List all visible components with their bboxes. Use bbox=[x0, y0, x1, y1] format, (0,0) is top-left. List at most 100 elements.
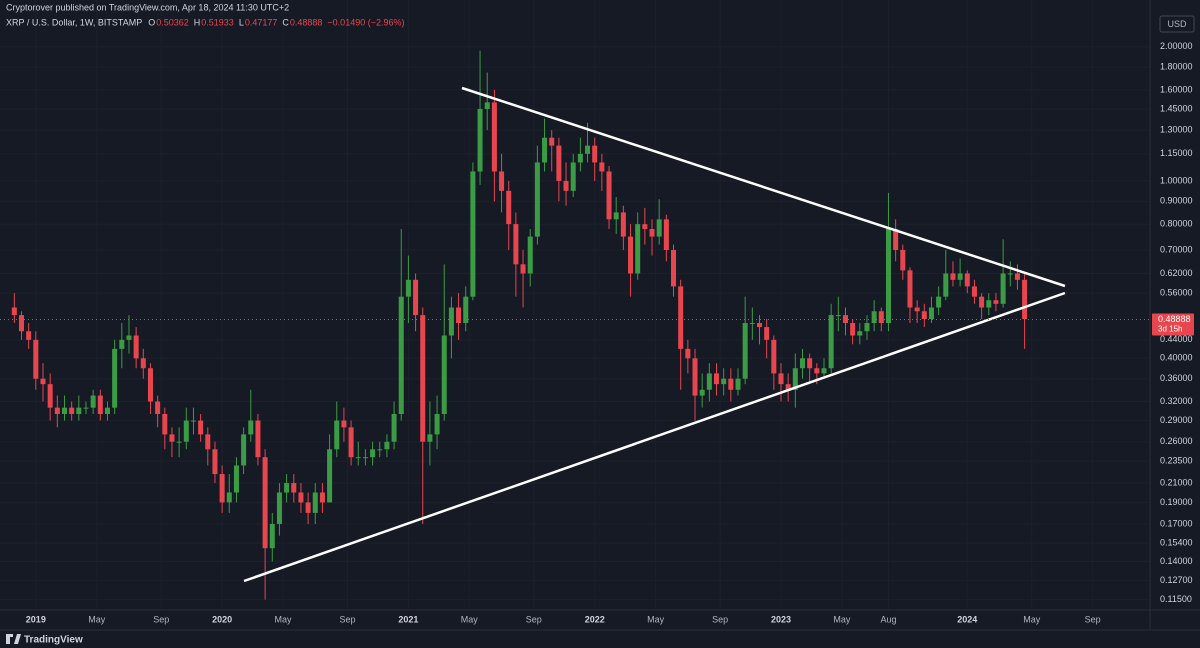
publisher-line: Cryptorover published on TradingView.com… bbox=[6, 2, 289, 12]
candle-body bbox=[327, 449, 333, 503]
candle-body bbox=[520, 264, 526, 274]
candle-body bbox=[556, 145, 562, 181]
candle-body bbox=[885, 229, 891, 324]
candle-body bbox=[484, 102, 490, 109]
candle-body bbox=[47, 384, 53, 408]
candle-body bbox=[1007, 273, 1013, 275]
y-tick-label: 0.17000 bbox=[1160, 518, 1193, 528]
x-tick-label: May bbox=[461, 614, 479, 624]
candle-body bbox=[169, 434, 175, 442]
candle-body bbox=[83, 407, 89, 409]
y-tick-label: 0.70000 bbox=[1160, 244, 1193, 254]
ohlc-item: 0.47177 bbox=[245, 17, 278, 27]
candle-body bbox=[649, 229, 655, 237]
candle-body bbox=[842, 315, 848, 324]
candle-body bbox=[269, 523, 275, 549]
grid bbox=[0, 0, 1150, 610]
candle-body bbox=[628, 236, 634, 274]
candle-body bbox=[721, 378, 727, 385]
candle-body bbox=[312, 492, 318, 513]
y-tick-label: 0.62000 bbox=[1160, 268, 1193, 278]
candle-body bbox=[585, 145, 591, 154]
footer-brand: TradingView bbox=[24, 635, 83, 646]
ohlc-item: C bbox=[282, 17, 289, 27]
candle-body bbox=[112, 348, 118, 408]
candle-body bbox=[764, 327, 770, 340]
y-tick-label: 0.29000 bbox=[1160, 415, 1193, 425]
x-tick-label: May bbox=[88, 614, 106, 624]
candle-body bbox=[190, 420, 196, 422]
candle-body bbox=[40, 378, 46, 385]
candle-body bbox=[284, 483, 290, 493]
candle-body bbox=[792, 368, 798, 390]
y-tick-label: 0.14000 bbox=[1160, 556, 1193, 566]
candle-body bbox=[527, 236, 533, 274]
candle-body bbox=[620, 212, 626, 237]
x-tick-label: Aug bbox=[880, 614, 896, 624]
ohlc-item: −0.01490 (−2.96%) bbox=[327, 17, 404, 27]
candle-body bbox=[384, 441, 390, 450]
candle-body bbox=[54, 407, 60, 415]
candle-body bbox=[162, 414, 168, 435]
candle-body bbox=[642, 224, 648, 230]
candle-body bbox=[176, 441, 182, 443]
candle-body bbox=[104, 407, 110, 415]
x-tick-label: Sep bbox=[712, 614, 728, 624]
y-tick-label: 1.15000 bbox=[1160, 148, 1193, 158]
candle-body bbox=[33, 339, 39, 379]
candle-body bbox=[914, 307, 920, 312]
x-tick-label: 2021 bbox=[398, 614, 418, 624]
candle-body bbox=[656, 219, 662, 237]
x-tick-label: 2024 bbox=[957, 614, 977, 624]
candle-body bbox=[398, 296, 404, 415]
candle-body bbox=[735, 378, 741, 390]
candle-body bbox=[900, 249, 906, 271]
ohlc-item: L bbox=[239, 17, 244, 27]
candle-body bbox=[348, 427, 354, 458]
candle-body bbox=[355, 457, 361, 459]
ohlc-item: 0.51933 bbox=[201, 17, 234, 27]
y-tick-label: 0.56000 bbox=[1160, 288, 1193, 298]
x-tick-label: 2023 bbox=[771, 614, 791, 624]
candle-body bbox=[11, 307, 17, 316]
candle-body bbox=[756, 323, 763, 328]
candle-body bbox=[993, 300, 999, 304]
candle-body bbox=[714, 373, 720, 385]
x-tick-label: Sep bbox=[526, 614, 542, 624]
countdown: 3d 15h bbox=[1158, 325, 1182, 334]
candle-body bbox=[850, 323, 856, 336]
x-tick-label: Sep bbox=[1085, 614, 1101, 624]
y-tick-label: 0.40000 bbox=[1160, 353, 1193, 363]
candle-body bbox=[871, 311, 877, 324]
y-tick-label: 0.21000 bbox=[1160, 477, 1193, 487]
candle-body bbox=[69, 407, 75, 415]
candle-body bbox=[893, 229, 899, 250]
candle-body bbox=[298, 492, 304, 503]
candle-body bbox=[635, 224, 641, 274]
currency-box[interactable] bbox=[1159, 15, 1195, 33]
candle-body bbox=[542, 137, 548, 163]
candle-body bbox=[778, 373, 784, 385]
candle-body bbox=[943, 273, 949, 297]
y-tick-label: 1.30000 bbox=[1160, 125, 1193, 135]
candle-body bbox=[577, 153, 583, 163]
y-tick-label: 0.12700 bbox=[1160, 575, 1193, 585]
x-tick-label: May bbox=[1023, 614, 1041, 624]
candle-body bbox=[964, 273, 970, 287]
candle-body bbox=[857, 331, 863, 336]
candle-body bbox=[1014, 273, 1020, 280]
candle-body bbox=[155, 401, 161, 415]
candle-body bbox=[613, 212, 619, 220]
candle-body bbox=[140, 358, 146, 369]
candle-body bbox=[749, 323, 755, 325]
candle-body bbox=[907, 270, 913, 308]
candle-body bbox=[97, 395, 103, 415]
y-tick-label: 0.11500 bbox=[1160, 594, 1192, 604]
candle-body bbox=[334, 420, 340, 450]
candle-body bbox=[821, 368, 827, 374]
candle-body bbox=[957, 273, 963, 280]
candle-body bbox=[606, 171, 612, 220]
candle-body bbox=[183, 420, 189, 442]
candle-body bbox=[599, 162, 605, 172]
